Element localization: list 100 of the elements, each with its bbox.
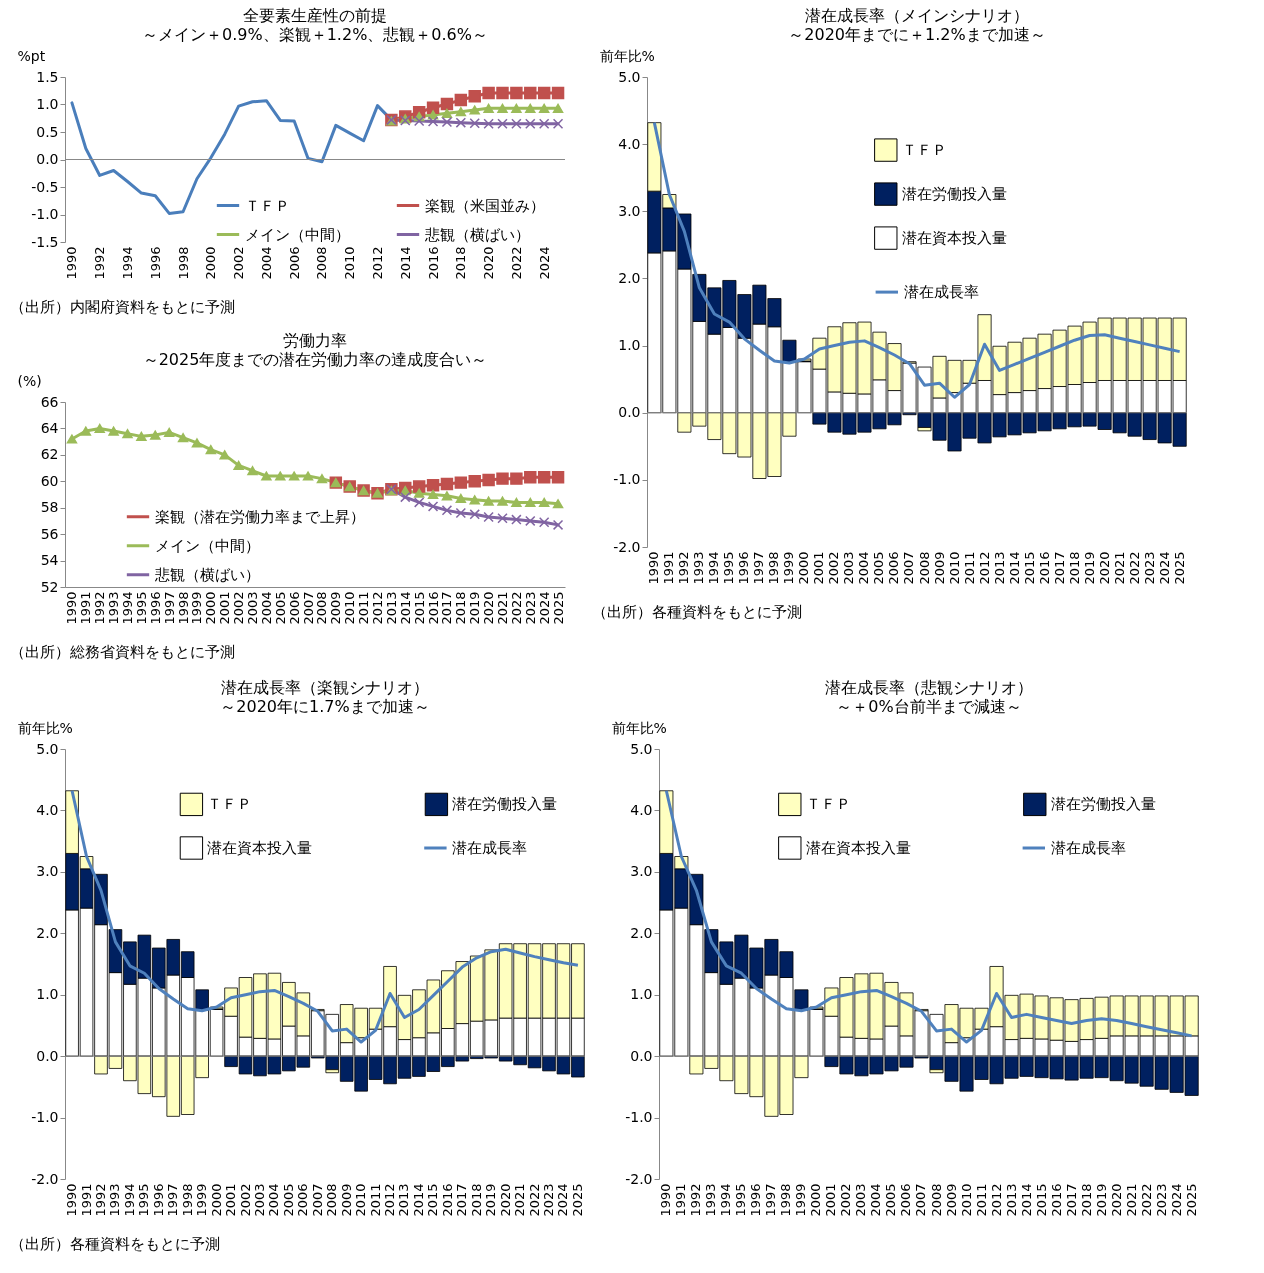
x-tick-label: 1999 [189,591,205,625]
x-tick-label: 2013 [1003,1183,1019,1217]
x-tick-label: 2021 [1111,551,1127,585]
legend-label: 潜在成長率 [452,839,528,857]
legend-label: 潜在成長率 [1050,839,1126,857]
x-tick-label: 2022 [508,246,524,280]
y-tick-label: 64 [40,419,59,436]
x-tick-label: 2015 [411,591,427,625]
x-tick-label: 1998 [175,591,191,625]
x-tick-label: 2017 [1051,551,1067,585]
x-tick-label: 2006 [286,246,302,280]
x-tick-label: 2011 [961,551,977,585]
x-tick-label: 2021 [512,1183,528,1217]
x-tick-label: 2005 [280,1183,296,1217]
legend-label: 楽観（米国並み） [425,196,545,215]
x-tick-label: 1991 [673,1183,689,1217]
x-tick-label: 2009 [943,1183,959,1217]
chart-subtitle: ～2020年までに＋1.2%まで加速～ [788,25,1046,44]
x-tick-label: 2003 [841,551,857,585]
x-tick-label: 2016 [1048,1183,1064,1217]
y-tick-label: 54 [40,552,59,569]
x-tick-label: 2006 [886,551,902,585]
x-tick-label: 2017 [439,591,455,625]
y-tick-label: -1.0 [625,1109,653,1126]
x-tick-label: 2010 [342,591,358,625]
x-tick-label: 2001 [811,551,827,585]
x-tick-label: 2020 [481,591,497,625]
x-tick-label: 2023 [1141,551,1157,585]
x-tick-label: 2003 [245,591,260,625]
x-tick-label: 2006 [295,1183,311,1217]
y-axis-title: (%) [17,372,42,389]
x-tick-label: 2010 [342,246,358,280]
x-tick-label: 2007 [901,551,917,585]
x-tick-label: 2018 [1078,1183,1094,1217]
x-tick-label: 2002 [826,551,842,585]
x-tick-label: 1992 [92,591,108,625]
legend-label: ＴＦＰ [805,795,851,814]
x-tick-label: 2001 [223,1183,239,1217]
y-tick-label: 2.0 [618,269,641,286]
x-tick-label: 2022 [526,1183,542,1217]
y-tick-label: -2.0 [613,538,641,555]
x-tick-label: 1990 [658,1183,674,1217]
x-tick-label: 2020 [497,1183,513,1217]
x-tick-label: 1992 [676,551,692,585]
x-tick-label: 2010 [353,1183,369,1217]
y-tick-label: 5.0 [618,68,641,85]
chart-title: 潜在成長率（悲観シナリオ） [825,678,1033,697]
x-tick-label: 1990 [64,591,80,625]
x-tick-label: 2009 [338,1183,354,1217]
x-tick-label: 2009 [328,591,344,625]
y-tick-label: 4.0 [630,801,653,818]
y-tick-label: 1.0 [630,986,653,1003]
x-tick-label: 2007 [309,1183,325,1217]
legend-label: 悲観（横ばい） [424,225,530,244]
legend-label: 潜在労働投入量 [1050,795,1156,814]
x-tick-label: 2013 [396,1183,412,1217]
y-axis-title: 前年比% [17,719,73,736]
y-tick-label: -0.5 [31,178,59,195]
x-tick-label: 2022 [1126,551,1142,585]
y-tick-label: 62 [40,446,59,463]
x-tick-label: 1991 [78,1183,94,1217]
y-tick-label: -1.0 [31,206,59,222]
x-tick-label: 1997 [161,591,177,625]
x-tick-label: 2023 [522,591,538,625]
x-tick-label: 2012 [976,551,992,585]
chart-title: 全要素生産性の前提 [243,6,387,25]
x-tick-label: 1995 [136,1183,152,1217]
x-tick-label: 2008 [314,591,330,625]
y-axis-title: %pt [17,47,46,64]
x-tick-label: 2010 [958,1183,974,1217]
x-tick-label: 2017 [1063,1183,1079,1217]
x-tick-label: 1999 [793,1183,809,1217]
x-tick-label: 2022 [508,591,524,625]
y-tick-label: 0.0 [618,404,641,421]
x-tick-label: 1992 [688,1183,704,1217]
x-tick-label: 1990 [64,246,80,280]
y-tick-label: 3.0 [36,863,59,880]
x-tick-label: 2024 [555,1183,571,1217]
y-tick-label: 4.0 [618,135,641,152]
x-tick-label: 2022 [1138,1183,1154,1217]
x-tick-label: 1996 [748,1183,764,1217]
x-tick-label: 1992 [92,246,108,280]
y-tick-label: 0.5 [36,123,59,140]
x-tick-label: 2016 [439,1183,455,1217]
x-tick-label: 2025 [1183,1183,1199,1217]
x-tick-label: 2000 [203,591,219,625]
x-tick-label: 2024 [1156,551,1172,585]
x-tick-label: 2002 [231,246,247,280]
x-tick-label: 2008 [314,246,330,280]
x-tick-label: 2015 [425,1183,441,1217]
legend-label: ＴＦＰ [207,795,253,814]
legend-label: メイン（中間） [155,536,260,555]
x-tick-label: 1998 [175,246,191,280]
y-tick-label: 2.0 [630,924,653,941]
x-tick-label: 2000 [808,1183,824,1217]
x-tick-label: 2011 [973,1183,989,1217]
x-tick-label: 2006 [898,1183,914,1217]
x-tick-label: 2004 [258,246,274,280]
x-tick-label: 2012 [370,591,385,625]
x-tick-label: 2007 [913,1183,929,1217]
